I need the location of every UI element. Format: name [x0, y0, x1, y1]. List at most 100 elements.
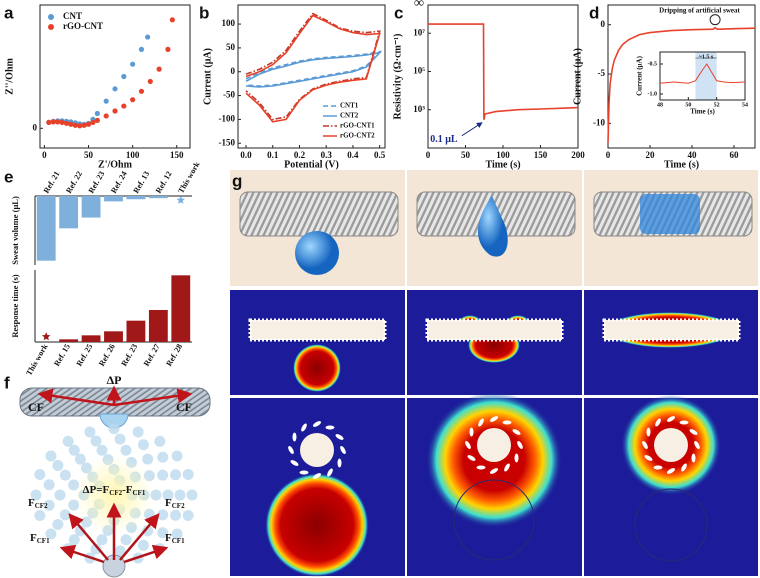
- fiber-strand: [666, 416, 676, 422]
- panel-label: g: [232, 171, 242, 190]
- bar: [148, 196, 168, 199]
- y-axis-label: Current (μA): [636, 55, 644, 95]
- bubble: [30, 489, 42, 501]
- bubble: [114, 545, 126, 557]
- field: [265, 473, 369, 577]
- x-tick-label: 150: [534, 150, 548, 160]
- point: [130, 97, 136, 103]
- fiber-strand: [642, 440, 648, 450]
- bubble: [157, 527, 169, 539]
- x-tick-label: 0.3: [321, 150, 333, 160]
- series-line: [428, 23, 579, 120]
- x-tick-label: 0: [42, 150, 47, 160]
- point: [103, 98, 109, 104]
- fiber-strand: [469, 427, 474, 437]
- bar: [59, 196, 79, 229]
- fiber-strand: [465, 440, 471, 450]
- point: [94, 117, 100, 123]
- legend-label: rGO-CNT2: [340, 132, 375, 140]
- point: [55, 119, 61, 125]
- glow: [74, 455, 154, 535]
- bubble: [170, 469, 182, 481]
- fiber-strand: [467, 455, 476, 461]
- bubble: [171, 528, 183, 540]
- fiber-strand: [694, 440, 700, 450]
- category-label: Ref. 23: [119, 342, 139, 367]
- legend-label: rGO-CNT1: [340, 122, 375, 130]
- point: [145, 34, 151, 40]
- y-axis-label: Resistivity (Ω·cm⁻¹): [392, 34, 403, 120]
- point: [72, 122, 78, 128]
- x-tick-label: 0.5: [374, 150, 386, 160]
- panel-f: ΔP CF CF ΔP=FCF2-FCF1 FCF2 FCF2 FCF1 FCF…: [19, 373, 211, 578]
- fiber-strand: [312, 473, 322, 479]
- point: [169, 17, 175, 23]
- bar: [171, 275, 191, 342]
- y-tick-label: -5: [598, 68, 606, 78]
- arrow: [113, 388, 193, 407]
- bar: [104, 331, 123, 342]
- series-line: [245, 14, 381, 123]
- y-axis-label: Z''/Ohm: [4, 57, 15, 94]
- series-line: [659, 63, 746, 84]
- bubble: [90, 435, 102, 447]
- bubble: [137, 539, 149, 551]
- point: [121, 73, 127, 80]
- bar: [148, 310, 168, 342]
- bubble: [137, 439, 149, 451]
- bubble: [108, 423, 120, 435]
- bubble: [170, 509, 182, 521]
- bubble: [120, 444, 132, 456]
- delta-p-label: ΔP: [107, 373, 122, 387]
- cf-label: CF: [28, 400, 44, 414]
- force-main: F: [165, 497, 172, 509]
- bubble: [54, 489, 66, 501]
- point: [85, 121, 92, 127]
- outline: [634, 488, 708, 562]
- plot-frame: [659, 51, 746, 101]
- droplet: [640, 194, 700, 234]
- plot-frame: [427, 4, 579, 149]
- x-tick-label: 0.0: [240, 150, 252, 160]
- fiber-strand: [644, 455, 653, 461]
- category-label: Ref. 24: [109, 170, 129, 195]
- series-line: [607, 26, 756, 144]
- force-sub: CF2: [172, 502, 185, 510]
- fiber-strand: [335, 434, 344, 440]
- fiber-strand: [504, 463, 510, 472]
- x-tick-label: 0.1: [267, 150, 279, 160]
- bubble: [182, 469, 194, 481]
- category-label: Ref. 23: [87, 170, 107, 195]
- y-tick-label: -1.0: [648, 91, 658, 97]
- point: [103, 113, 109, 119]
- bubble: [96, 444, 108, 456]
- fiber-core: [654, 428, 688, 462]
- x-axis-label: Time (s): [664, 159, 699, 170]
- category-label: Ref. 15: [52, 342, 72, 367]
- series-line: [245, 50, 382, 87]
- force-label: FCF1: [165, 532, 185, 545]
- bubble: [52, 519, 64, 531]
- category-label: Ref. 22: [64, 170, 84, 195]
- x-tick-label: 150: [170, 150, 184, 160]
- bubble: [120, 534, 132, 546]
- fiber-strand: [681, 463, 687, 472]
- y-tick-label: 0: [33, 122, 38, 132]
- point: [121, 103, 127, 109]
- y-tick-label: 0: [601, 19, 606, 29]
- bubble: [90, 543, 102, 555]
- legend-label: CNT1: [340, 102, 359, 110]
- panel-label: e: [4, 167, 13, 186]
- fiber-strand: [337, 458, 342, 468]
- force-main: F: [165, 532, 172, 544]
- bubble: [154, 435, 166, 447]
- cf-label: CF: [176, 400, 192, 414]
- bubble: [157, 509, 169, 521]
- force-label: FCF2: [28, 497, 48, 510]
- fiber-strand: [327, 468, 333, 477]
- annotation-arrow: [461, 122, 483, 137]
- fiber-strand: [476, 465, 486, 470]
- fiber-strand: [517, 440, 523, 450]
- force-main: F: [30, 532, 37, 544]
- point: [112, 86, 118, 92]
